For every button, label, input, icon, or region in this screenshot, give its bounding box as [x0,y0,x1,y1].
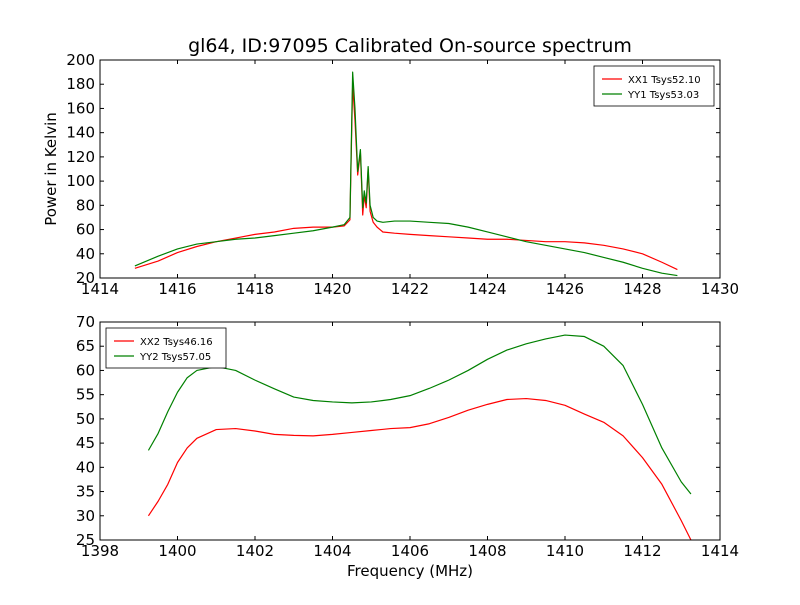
x-tick-label: 1416 [158,280,196,298]
series-line-1 [147,397,692,540]
y-tick-label: 180 [66,75,95,93]
y-tick-label: 140 [66,124,95,142]
x-tick-label: 1422 [391,280,429,298]
x-tick-label: 1398 [81,542,119,560]
chart-title: gl64, ID:97095 Calibrated On-source spec… [188,35,632,57]
chart-panel-1: 1414 1416 1418 1420 1422 1424 1426 1428 1430 20 40… [42,35,739,298]
y-tick-label: 20 [76,269,95,287]
legend-label-2: YY1 Tsys53.03 [627,90,699,101]
x-tick-label: 1408 [468,542,506,560]
series-line-2 [147,334,692,495]
y-tick-label: 40 [76,458,95,476]
y-tick-label: 45 [76,434,95,452]
x-tick-label: 1424 [468,280,506,298]
x-tick-label: 1414 [701,542,739,560]
legend-label-1: XX2 Tsys46.16 [140,337,213,348]
y-axis-label: Power in Kelvin [42,112,60,226]
x-tick-label: 1418 [236,280,274,298]
x-axis-label: Frequency (MHz) [347,562,473,580]
legend-label-2: YY2 Tsys57.05 [139,352,211,363]
y-tick-label: 60 [76,221,95,239]
y-tick-label: 200 [66,51,95,69]
chart-panels: 1414 1416 1418 1420 1422 1424 1426 1428 1430 20 40… [42,35,739,580]
chart-panel-2: 1398 1400 1402 1404 1406 1408 1410 1412 1414 25 30… [76,313,739,580]
x-tick-label: 1406 [391,542,429,560]
y-tick-label: 50 [76,410,95,428]
y-tick-label: 160 [66,99,95,117]
y-tick-label: 100 [66,172,95,190]
x-tick-label: 1420 [313,280,351,298]
x-tick-label: 1412 [623,542,661,560]
legend-box [593,65,715,107]
x-tick-label: 1414 [81,280,119,298]
series-line-2 [134,71,678,277]
x-tick-label: 1410 [546,542,584,560]
x-tick-label: 1430 [701,280,739,298]
x-tick-label: 1428 [623,280,661,298]
x-tick-label: 1426 [546,280,584,298]
y-tick-label: 70 [76,313,95,331]
y-tick-label: 35 [76,483,95,501]
y-tick-label: 30 [76,507,95,525]
legend-box [105,327,227,369]
x-tick-label: 1400 [158,542,196,560]
y-tick-label: 40 [76,245,95,263]
x-tick-label: 1402 [236,542,274,560]
chart-legend: XX1 Tsys52.10 YY1 Tsys53.03 [593,65,715,107]
y-tick-label: 25 [76,531,95,549]
legend-label-1: XX1 Tsys52.10 [628,75,701,86]
x-tick-label: 1404 [313,542,351,560]
y-tick-label: 65 [76,337,95,355]
y-tick-label: 55 [76,386,95,404]
y-tick-label: 80 [76,196,95,214]
chart-legend: XX2 Tsys46.16 YY2 Tsys57.05 [105,327,227,369]
y-tick-label: 60 [76,361,95,379]
y-tick-label: 120 [66,148,95,166]
